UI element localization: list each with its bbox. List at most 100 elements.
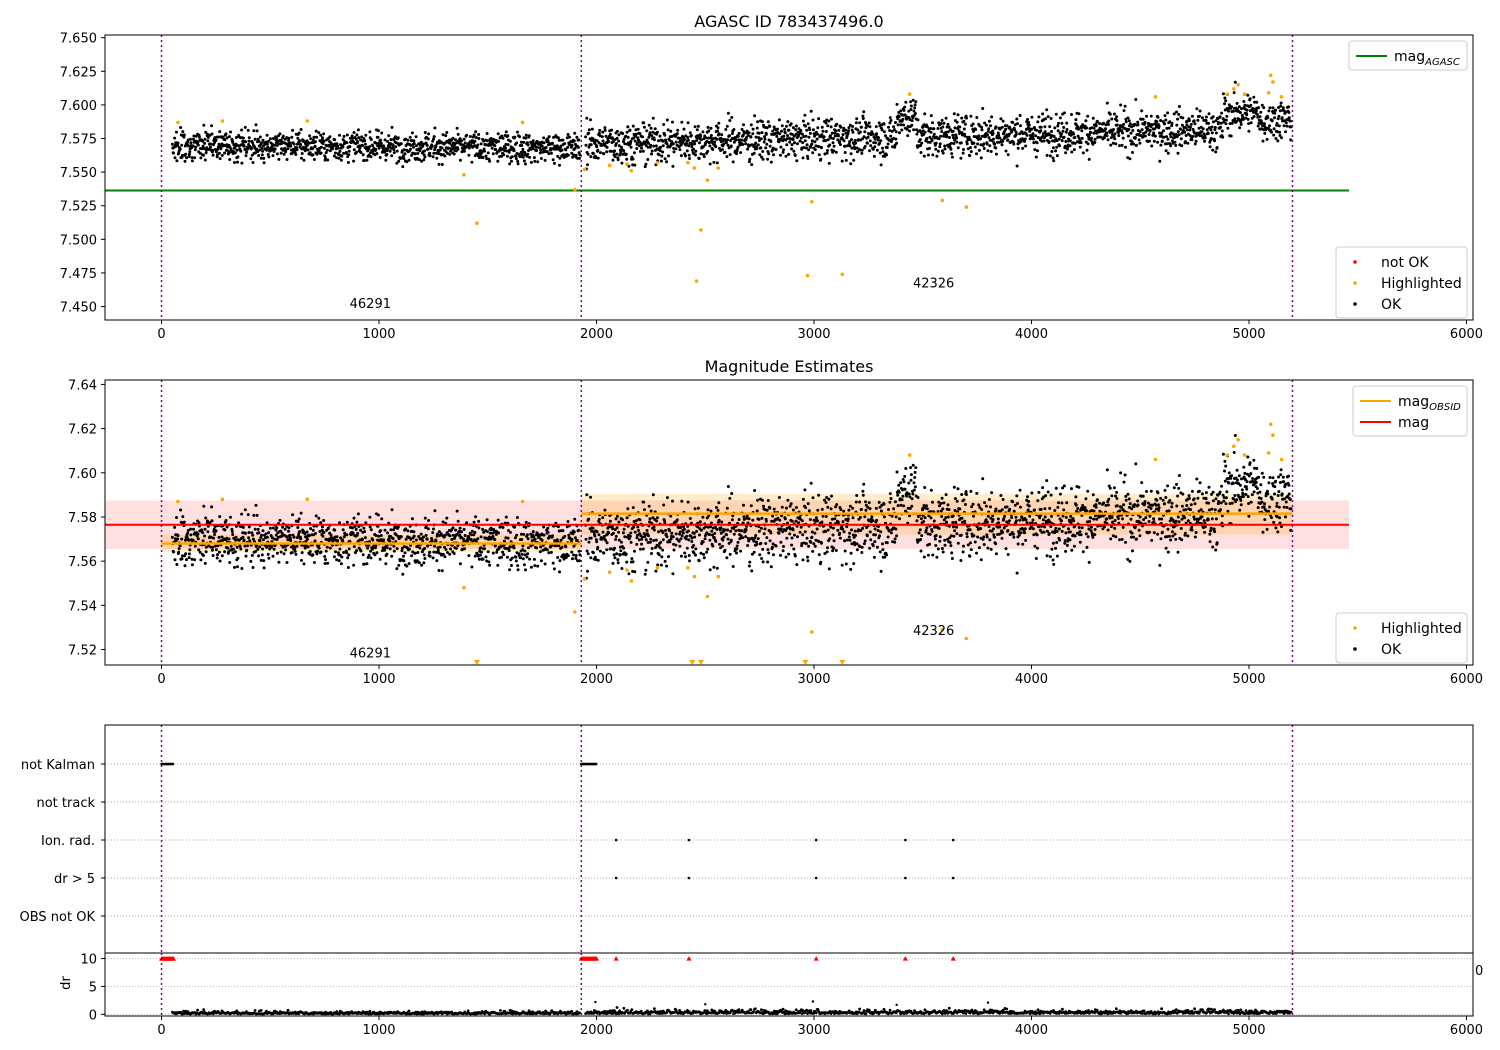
ok-points-p2-point-529: [366, 556, 370, 559]
ok-points-p2-point-532: [367, 553, 371, 557]
ok-points-p1-point-2212: [994, 146, 998, 150]
ok-points-p2-point-736: [443, 545, 446, 549]
ok-points-p1-point-1688: [800, 146, 804, 150]
ok-points-p2-point-349: [300, 558, 303, 562]
ok-points-p1-point-1754: [824, 130, 828, 133]
ok-points-p1-point-89: [203, 158, 207, 162]
ok-points-p1-point-1206: [622, 149, 626, 153]
ok-points-p1-point-2341: [1041, 132, 1045, 136]
ok-points-p1-point-1389: [689, 134, 693, 137]
ok-points-p1-point-259: [266, 153, 270, 156]
ok-points-p1-point-2634: [1150, 144, 1154, 148]
ok-points-p1-point-2402: [1064, 140, 1068, 143]
ok-points-p2-point-1756: [825, 550, 829, 554]
ok-points-p2-point-607: [395, 567, 399, 571]
ok-points-p2-point-742: [445, 516, 449, 520]
ok-points-p1-point-2093: [950, 152, 954, 156]
ok-points-p1-point-2304: [1028, 129, 1032, 133]
ok-points-p1-point-608: [395, 149, 399, 153]
ok-points-p1-point-461: [341, 145, 345, 149]
ok-points-p1-point-1716: [810, 139, 814, 143]
highlighted-points-p1-point-2: [305, 119, 310, 123]
ok-points-p2-point-1231: [631, 560, 635, 564]
ok-points-p1-point-957: [524, 133, 528, 137]
ok-points-p1-point-840: [481, 156, 485, 159]
ok-points-p1-point-2033: [928, 146, 931, 150]
p1-obsid-label-0: 46291: [350, 297, 391, 312]
ok-points-p1-point-188: [240, 161, 244, 165]
ok-points-p1-point-643: [408, 135, 412, 139]
ok-points-p2-point-1061: [563, 534, 567, 538]
ok-points-p2-point-444: [335, 558, 339, 562]
ok-points-p2-point-199: [244, 554, 248, 558]
ok-points-p1-point-325: [291, 128, 295, 132]
ok-points-p1-point-2571: [1126, 134, 1130, 138]
ok-points-p1-point-739: [444, 134, 448, 138]
ok-points-p1-point-2563: [1124, 145, 1127, 149]
ok-points-p1-point-2826: [1221, 135, 1225, 139]
ok-points-p2-point-56: [191, 538, 195, 542]
ok-points-p2-point-528: [366, 546, 370, 550]
ok-points-p1-point-1015: [546, 137, 550, 141]
ok-points-p1-point-652: [412, 145, 415, 149]
ok-points-p2-point-359: [303, 546, 307, 550]
ok-points-p1-point-2059: [937, 137, 941, 141]
ok-points-p1-point-1161: [605, 145, 609, 149]
ok-points-p1-point-25: [180, 143, 184, 147]
ok-points-p1-point-2591: [1134, 98, 1138, 101]
ok-points-p1-point-403: [319, 145, 323, 149]
ok-points-p2-point-944: [519, 532, 523, 536]
ok-points-p2-point-1416: [699, 528, 703, 532]
ok-points-p1-point-2328: [1037, 136, 1041, 140]
ok-points-p1-point-1488: [726, 143, 730, 147]
ok-points-p1-point-2850: [1230, 105, 1234, 109]
ok-points-p2-point-1286: [651, 493, 655, 497]
ok-points-p2-point-869: [492, 528, 496, 531]
ok-points-p1-point-2663: [1160, 139, 1164, 143]
ok-points-p1-point-1362: [679, 154, 683, 158]
ok-points-p2-point-954: [523, 553, 527, 557]
ok-points-p1-point-233: [257, 154, 261, 157]
ok-points-p1-point-390: [315, 135, 319, 139]
ok-points-p1-point-137: [221, 135, 225, 139]
ok-points-p1-point-1887: [874, 141, 877, 145]
ok-points-p2-point-1618: [774, 544, 778, 548]
ok-points-p1-point-903: [504, 130, 508, 134]
ok-points-p1-point-2191: [986, 149, 990, 153]
ok-points-p1-point-1907: [881, 150, 885, 154]
ok-points-p1-point-659: [414, 135, 418, 139]
ok-points-p1-point-2245: [1006, 138, 1010, 142]
ok-points-p1-point-212: [249, 157, 253, 161]
ok-points-p1-point-1693: [802, 135, 806, 138]
ok-points-p2-point-1623: [776, 516, 780, 520]
ok-points-p2-point-305: [283, 527, 287, 531]
ok-points-p1-point-2437: [1077, 112, 1081, 116]
ok-points-p1-point-1609: [771, 129, 775, 133]
ok-points-p2-point-185: [239, 547, 243, 551]
ok-points-p1-point-2387: [1058, 116, 1062, 120]
ok-points-p2-point-830: [477, 557, 481, 561]
ok-points-p1-point-965: [527, 134, 531, 138]
ok-points-p1-point-46: [187, 152, 191, 156]
ok-points-p1-point-960: [525, 141, 529, 145]
ok-points-p1-point-2230: [1000, 125, 1004, 129]
ok-points-p2-point-981: [533, 537, 537, 541]
ok-points-p1-point-438: [332, 154, 336, 158]
ok-points-p1-point-550: [374, 147, 378, 151]
ok-points-p2-point-288: [277, 560, 281, 564]
ok-points-p2-point-548: [373, 553, 377, 557]
ok-points-p2-point-1136: [596, 545, 600, 549]
ok-points-p2-point-90: [204, 516, 208, 520]
ok-points-p2-point-445: [335, 535, 339, 539]
ok-points-p1-point-673: [419, 140, 423, 144]
ok-points-p1-point-1646: [784, 124, 788, 128]
ok-points-p1-point-2406: [1065, 147, 1069, 151]
ok-points-p1-point-2896: [1247, 122, 1251, 126]
ok-points-p2-point-1552: [750, 569, 754, 573]
ok-points-p2-point-153: [227, 537, 231, 541]
ok-points-p1-point-1963: [902, 123, 906, 127]
ok-points-p2-point-1266: [644, 568, 648, 572]
ok-points-p1-point-1846: [858, 130, 862, 134]
ok-points-p2-point-1566: [755, 542, 759, 546]
ok-points-p1-point-680: [422, 158, 426, 162]
